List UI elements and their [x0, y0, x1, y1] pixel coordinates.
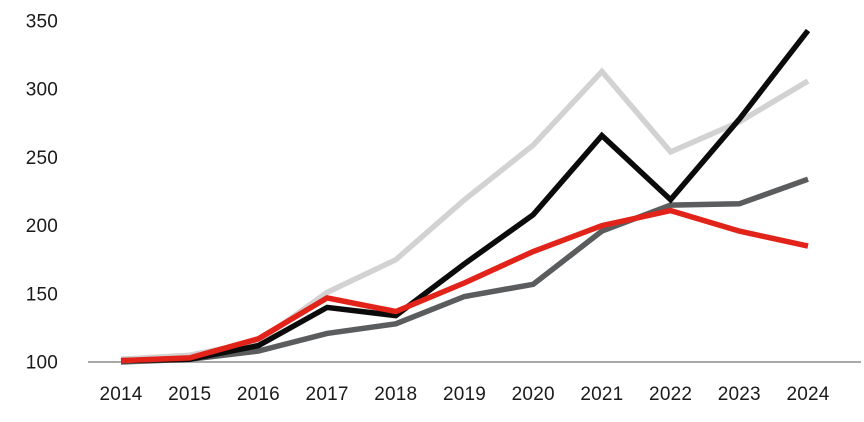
- x-tick-label: 2023: [718, 384, 761, 405]
- x-tick-label: 2021: [580, 384, 623, 405]
- series-line-black-series: [120, 28, 811, 364]
- x-tick-label: 2022: [649, 384, 692, 405]
- series-line-light-gray-series: [120, 67, 810, 363]
- x-tick-label: 2017: [306, 384, 349, 405]
- x-tick-label: 2020: [512, 384, 555, 405]
- series-line-red-series: [120, 207, 809, 364]
- x-tick-label: 2024: [786, 384, 829, 405]
- x-tick-label: 2014: [99, 384, 142, 405]
- y-tick-label: 350: [26, 12, 58, 33]
- x-tick-label: 2016: [237, 384, 280, 405]
- x-tick-label: 2015: [168, 384, 211, 405]
- y-tick-label: 100: [26, 353, 58, 374]
- series-line-dark-gray-series: [120, 176, 809, 365]
- y-tick-label: 150: [26, 284, 58, 305]
- y-tick-label: 300: [26, 80, 58, 101]
- x-tick-label: 2018: [374, 384, 417, 405]
- x-tick-label: 2019: [443, 384, 486, 405]
- y-tick-label: 250: [26, 148, 58, 169]
- y-tick-label: 200: [26, 216, 58, 237]
